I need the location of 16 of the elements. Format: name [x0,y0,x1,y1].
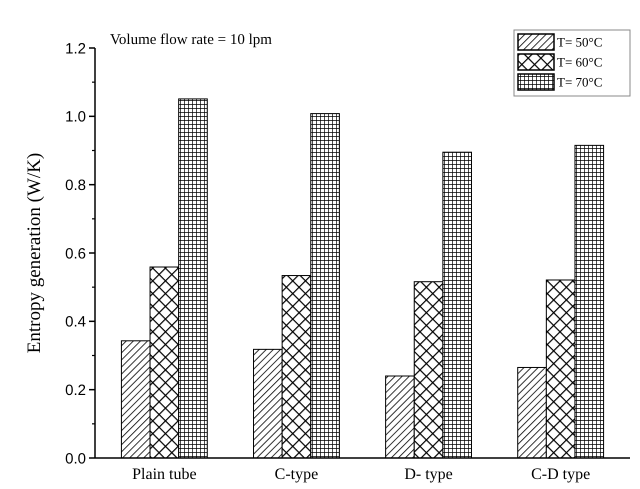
y-tick-label: 1.2 [65,40,86,58]
y-tick-label: 1.0 [65,108,86,126]
y-tick-label: 0.2 [65,382,86,399]
y-tick-label: 0.8 [65,176,86,194]
y-tick-label: 0.4 [65,314,86,331]
x-tick-label: C-D type [531,466,590,483]
legend-label: T= 60°C [557,54,602,70]
x-tick-label: D- type [404,466,453,483]
x-tick-label: Plain tube [132,466,197,483]
y-tick-label: 0.0 [65,450,86,468]
y-tick-label: 0.6 [65,245,86,262]
text: Volume flow rate = 10 lpm [110,32,272,48]
legend-label: T= 50°C [557,34,602,50]
x-tick-label: C-type [274,466,318,483]
y-axis-title: Entropy generation (W/K) [24,152,45,354]
legend-label: T= 70°C [557,74,602,90]
